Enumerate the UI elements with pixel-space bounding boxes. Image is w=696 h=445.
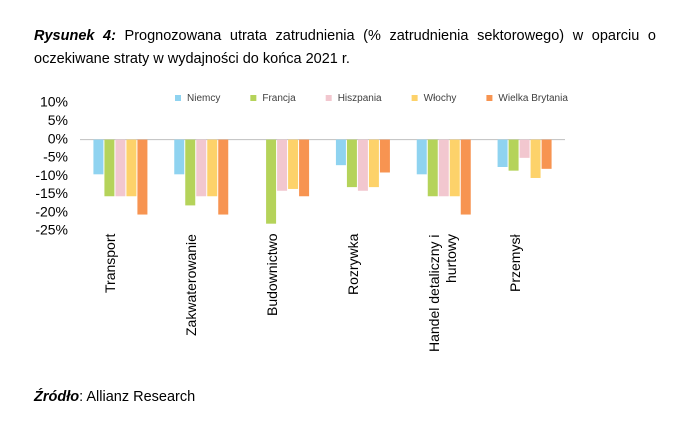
bar (346, 139, 357, 188)
bar (368, 139, 379, 188)
bar (277, 139, 288, 191)
bar (508, 139, 519, 171)
bar (137, 139, 148, 215)
bar (174, 139, 185, 175)
y-tick-label: 10% (40, 94, 68, 110)
bar (185, 139, 196, 206)
bar (416, 139, 427, 175)
bar (379, 139, 390, 173)
bar (449, 139, 460, 197)
legend-label: Francja (262, 93, 296, 104)
bar (288, 139, 299, 189)
bar (299, 139, 310, 197)
bar (266, 139, 277, 224)
y-tick-label: -5% (43, 149, 68, 165)
legend-label: Włochy (424, 93, 457, 104)
bar (93, 139, 104, 175)
legend-swatch (486, 95, 493, 101)
legend-label: Niemcy (187, 93, 220, 104)
y-tick-label: -25% (35, 222, 68, 238)
y-tick-label: 5% (48, 112, 68, 128)
legend-swatch (325, 95, 332, 101)
y-tick-label: 0% (48, 130, 68, 146)
x-tick-label: Transport (102, 234, 119, 294)
bar (357, 139, 368, 191)
bar (104, 139, 115, 197)
legend-swatch (250, 95, 257, 101)
bar (497, 139, 508, 167)
x-tick-label: Budownictwo (264, 234, 281, 317)
legend-label: Wielka Brytania (498, 93, 568, 104)
bar (115, 139, 126, 197)
bar (207, 139, 218, 197)
caption-label: Rysunek 4: (34, 28, 116, 44)
source-label: Źródło (34, 389, 80, 405)
bar (427, 139, 438, 197)
bar (519, 139, 530, 158)
y-tick-label: -10% (35, 167, 68, 183)
bar (126, 139, 137, 197)
caption-text: Prognozowana utrata zatrudnienia (% zatr… (34, 28, 656, 67)
source: Źródło: Allianz Research (34, 389, 195, 405)
bar (530, 139, 541, 178)
figure-caption: Rysunek 4: Prognozowana utrata zatrudnie… (34, 25, 656, 71)
y-tick-label: -20% (35, 203, 68, 219)
x-tick-label: Zakwaterowanie (183, 234, 200, 336)
source-text: : Allianz Research (79, 389, 196, 405)
bar (460, 139, 471, 215)
x-tick-label: Rozrywka (344, 234, 361, 296)
bar (218, 139, 229, 215)
bar (541, 139, 552, 169)
legend-swatch (175, 95, 181, 101)
bar (438, 139, 449, 197)
y-tick-label: -15% (35, 185, 68, 201)
bar (196, 139, 207, 197)
legend-label: Hiszpania (338, 93, 382, 104)
bar (335, 139, 346, 166)
x-tick-label: Handel detaliczny i hurtowy (425, 234, 459, 352)
x-tick-label: Przemysł (506, 234, 523, 292)
legend-swatch (411, 95, 418, 101)
